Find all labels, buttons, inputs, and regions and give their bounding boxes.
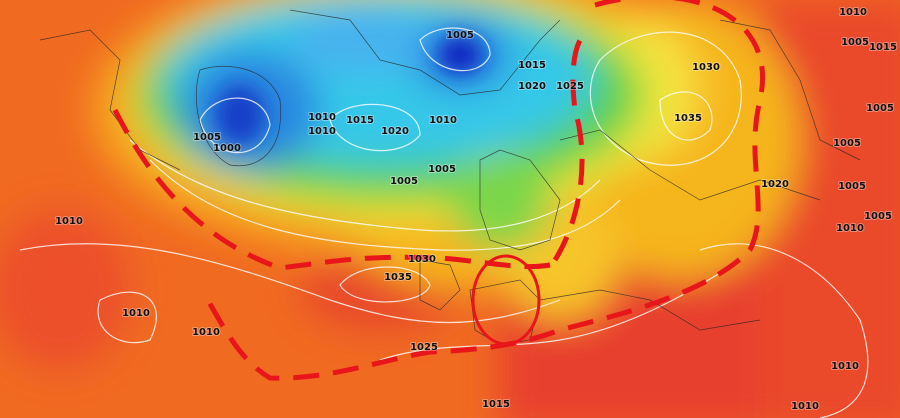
isobar-label: 1025: [556, 81, 584, 92]
isobar-label: 1035: [384, 272, 412, 283]
isobar-label: 1020: [761, 179, 789, 190]
isobar-label: 1025: [410, 342, 438, 353]
coastlines: [39, 9, 861, 346]
isobar-label: 1010: [429, 115, 457, 126]
isobar-label: 1035: [674, 113, 702, 124]
isobar-label: 1020: [518, 81, 546, 92]
isobar-label: 1005: [428, 164, 456, 175]
isobar-label: 1020: [381, 126, 409, 137]
isobar-label: 1010: [308, 126, 336, 137]
isobar-label: 1005: [838, 181, 866, 192]
highlight-ellipse: [471, 254, 541, 346]
isobar-label: 1005: [193, 132, 221, 143]
isobar-label: 1010: [791, 401, 819, 412]
isobar-label: 1010: [55, 216, 83, 227]
isobar-label: 1010: [192, 327, 220, 338]
isobars: [19, 27, 869, 418]
isobar-label: 1005: [833, 138, 861, 149]
isobar-label: 1030: [408, 254, 436, 265]
isobar-label: 1005: [446, 30, 474, 41]
isobar-label: 1010: [831, 361, 859, 372]
isobar-label: 1010: [308, 112, 336, 123]
isobar-label: 1015: [518, 60, 546, 71]
isobar-label: 1010: [839, 7, 867, 18]
isobar-label: 1010: [836, 223, 864, 234]
isobar-label: 1005: [864, 211, 892, 222]
isobar-label: 1005: [841, 37, 869, 48]
isobar-label: 1015: [869, 42, 897, 53]
isobar-label: 1015: [482, 399, 510, 410]
isobar-label: 1030: [692, 62, 720, 73]
isobar-label: 1005: [866, 103, 894, 114]
isobar-label: 1015: [346, 115, 374, 126]
isobar-label: 1010: [122, 308, 150, 319]
flow-arrows: [112, 0, 765, 381]
isobar-label: 1005: [390, 176, 418, 187]
isobar-label: 1000: [213, 143, 241, 154]
